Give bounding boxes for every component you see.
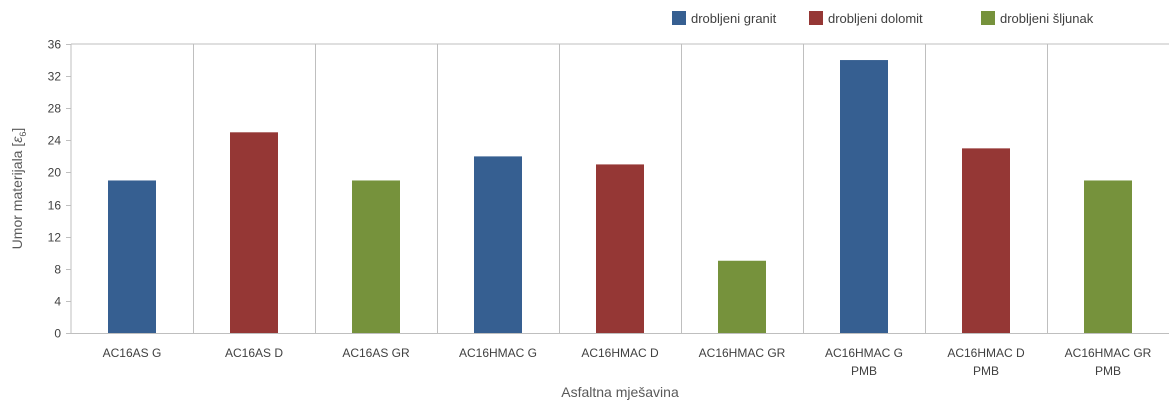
x-axis-title: Asfaltna mješavina — [561, 384, 679, 400]
y-tick-label: 36 — [48, 38, 62, 52]
legend-label: drobljeni šljunak — [1000, 11, 1094, 26]
bar — [596, 164, 644, 333]
x-tick-label: AC16HMAC GR — [699, 346, 786, 360]
y-tick-label: 20 — [48, 166, 62, 180]
bar — [962, 148, 1010, 333]
y-axis-title: Umor materijala [ε6] — [9, 128, 28, 250]
x-tick-label: AC16AS D — [225, 346, 283, 360]
legend-label: drobljeni dolomit — [828, 11, 923, 26]
legend-swatch — [981, 11, 995, 25]
legend-swatch — [809, 11, 823, 25]
x-tick-label: AC16HMAC G — [825, 346, 903, 360]
x-tick-label: AC16HMAC D — [581, 346, 659, 360]
y-tick-label: 8 — [54, 263, 61, 277]
y-tick-label: 16 — [48, 199, 62, 213]
bar — [230, 132, 278, 333]
bar — [108, 180, 156, 333]
bar — [1084, 180, 1132, 333]
y-tick-label: 12 — [48, 231, 62, 245]
y-tick-label: 24 — [48, 134, 62, 148]
x-tick-label: AC16HMAC GR — [1065, 346, 1152, 360]
legend-label: drobljeni granit — [691, 11, 777, 26]
x-tick-label: PMB — [851, 364, 877, 378]
x-tick-label: AC16HMAC G — [459, 346, 537, 360]
x-tick-label: AC16AS GR — [342, 346, 410, 360]
bar — [352, 180, 400, 333]
bar — [840, 60, 888, 334]
y-tick-label: 0 — [54, 327, 61, 341]
legend-swatch — [672, 11, 686, 25]
y-tick-label: 32 — [48, 70, 62, 84]
x-tick-label: AC16AS G — [103, 346, 162, 360]
x-tick-label: PMB — [973, 364, 999, 378]
y-tick-label: 4 — [54, 295, 61, 309]
bar — [718, 260, 766, 333]
y-tick-label: 28 — [48, 102, 62, 116]
x-tick-label: PMB — [1095, 364, 1121, 378]
x-tick-label: AC16HMAC D — [947, 346, 1025, 360]
bar — [474, 156, 522, 333]
